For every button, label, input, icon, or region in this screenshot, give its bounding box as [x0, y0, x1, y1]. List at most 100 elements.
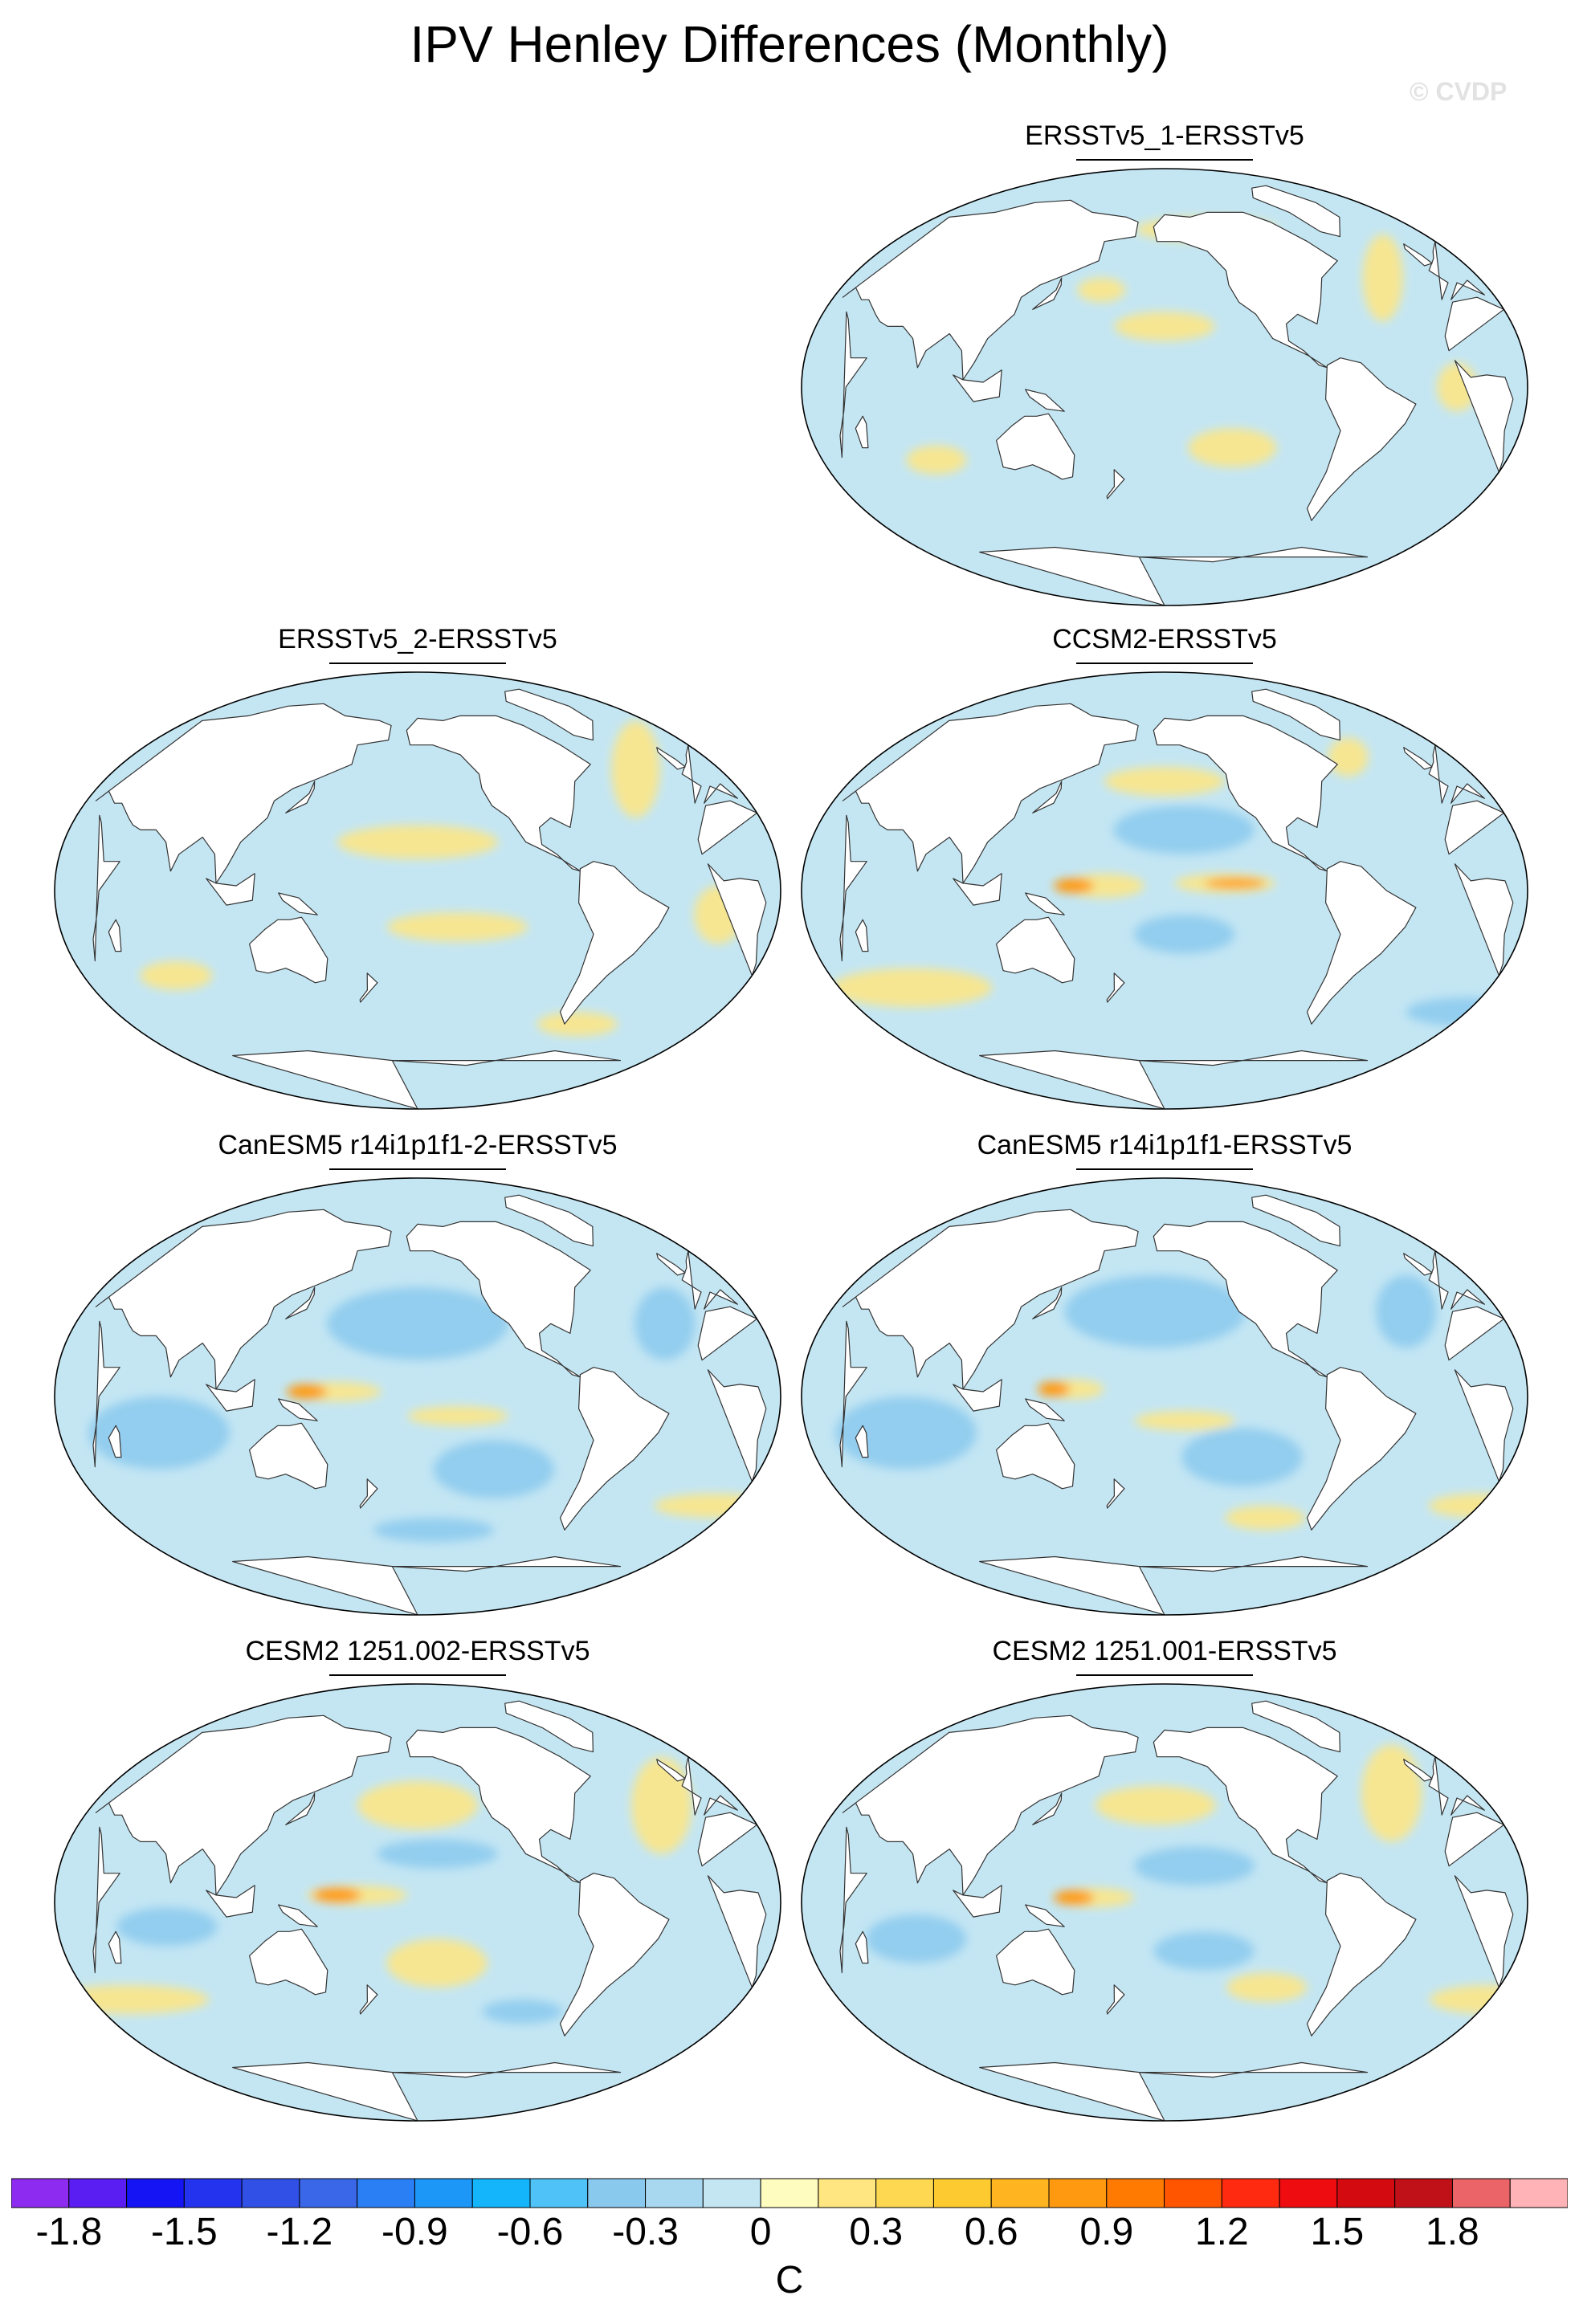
- landmass-madagascar: [855, 1425, 869, 1458]
- landmass-antarctica: [232, 1050, 622, 1109]
- landmass-britain: [1403, 243, 1433, 267]
- landmass-new-guinea: [1025, 1904, 1065, 1927]
- colorbar-tick-label: -1.2: [266, 2211, 333, 2253]
- landmass-britain: [656, 747, 686, 770]
- landmass-new-guinea: [1025, 892, 1065, 915]
- landmass-japan: [1032, 1792, 1063, 1825]
- panel-title-underline: [1076, 1168, 1253, 1170]
- map-panel-canesm5-1: CanESM5 r14i1p1f1-ERSSTv5: [795, 1128, 1534, 1616]
- landmass-new-zealand: [359, 972, 378, 1003]
- landmass-south-america: [559, 861, 670, 1025]
- colorbar-box: [68, 2178, 128, 2208]
- panel-title: ERSSTv5_1-ERSSTv5: [1025, 120, 1304, 151]
- map-panel-ersstv5-1: ERSSTv5_1-ERSSTv5: [795, 119, 1534, 606]
- anomaly-neg: [1133, 1846, 1255, 1886]
- colorbar-box: [1394, 2178, 1453, 2208]
- anomaly-pos: [140, 960, 213, 990]
- panel-title-underline: [1076, 663, 1253, 664]
- landmass-madagascar: [855, 1931, 869, 1964]
- anomaly-pos: [1225, 1506, 1306, 1531]
- anomaly-neg: [433, 1440, 554, 1498]
- landmass-new-zealand: [1106, 972, 1125, 1003]
- anomaly-pos: [611, 720, 660, 818]
- anomaly-neg: [1376, 1274, 1437, 1348]
- landmass-antarctica: [979, 1050, 1369, 1109]
- landmass-antarctica: [232, 1555, 622, 1615]
- landmass-greenland: [504, 688, 594, 741]
- colorbar-box: [1451, 2178, 1511, 2208]
- anomaly-strong: [1053, 878, 1095, 894]
- globe-border: [54, 671, 781, 1110]
- landmass-north-america: [406, 1727, 591, 1884]
- landmass-japan: [285, 1286, 316, 1319]
- colorbar-tick-label: 0.6: [964, 2211, 1018, 2253]
- globe-border: [801, 1177, 1528, 1616]
- anomaly-neg: [88, 1396, 230, 1470]
- colorbar-tick-label: -0.3: [612, 2211, 679, 2253]
- landmass-south-america: [1306, 861, 1417, 1025]
- anomaly-neg: [1181, 1428, 1303, 1486]
- map-panel-cesm2-002: CESM2 1251.002-ERSSTv5: [48, 1634, 787, 2122]
- panel-title-underline: [329, 1674, 506, 1676]
- anomaly-neg: [116, 1907, 218, 1947]
- landmass-antarctica: [979, 2061, 1369, 2121]
- anomaly-neg: [835, 1396, 977, 1470]
- panel-title: CESM2 1251.001-ERSSTv5: [992, 1636, 1337, 1666]
- landmass-borneo-sumatra: [953, 369, 1002, 402]
- colorbar-tick-label: 0.9: [1079, 2211, 1134, 2253]
- anomaly-neg: [1064, 1274, 1246, 1348]
- colorbar: [11, 2178, 1568, 2208]
- colorbar-unit-label: C: [775, 2259, 804, 2302]
- colorbar-box: [126, 2178, 185, 2208]
- landmass-greenland: [1251, 1700, 1340, 1753]
- anomaly-neg: [377, 1839, 498, 1869]
- landmass-australia: [996, 916, 1075, 984]
- landmass-south-america: [1306, 357, 1417, 521]
- anomaly-pos: [1114, 312, 1215, 341]
- landmass-japan: [1032, 781, 1063, 813]
- landmass-south-america: [559, 1873, 670, 2037]
- landmass-antarctica: [232, 2061, 622, 2121]
- landmass-south-america: [1306, 1873, 1417, 2037]
- landmass-madagascar: [108, 1425, 122, 1458]
- landmass-australia: [996, 1928, 1075, 1996]
- globe-border: [801, 1683, 1528, 2122]
- anomaly-pos: [1361, 1744, 1422, 1842]
- anomaly-pos: [386, 912, 528, 942]
- landmass-madagascar: [855, 415, 869, 449]
- colorbar-box: [932, 2178, 992, 2208]
- map-globe: [801, 1683, 1528, 2122]
- colorbar-tick-label: 1.2: [1194, 2211, 1249, 2253]
- panel-title-underline: [1076, 1674, 1253, 1676]
- anomaly-pos: [906, 445, 967, 475]
- anomaly-pos: [386, 1939, 488, 1988]
- anomaly-pos: [830, 968, 993, 1008]
- anomaly-pos: [407, 1406, 508, 1426]
- landmass-new-guinea: [278, 892, 318, 915]
- landmass-japan: [1032, 277, 1063, 310]
- landmass-australia: [996, 413, 1075, 480]
- globe-border: [801, 671, 1528, 1110]
- colorbar-tick-label: -0.6: [496, 2211, 564, 2253]
- colorbar-box: [1106, 2178, 1165, 2208]
- colorbar-box: [1509, 2178, 1568, 2208]
- landmass-north-america: [1153, 1221, 1338, 1378]
- colorbar-box: [1279, 2178, 1338, 2208]
- landmass-new-zealand: [1106, 1984, 1125, 2015]
- anomaly-strong: [1205, 878, 1266, 888]
- colorbar-box: [702, 2178, 761, 2208]
- page-title: IPV Henley Differences (Monthly): [410, 15, 1169, 73]
- panel-title-underline: [329, 663, 506, 664]
- colorbar-box: [1048, 2178, 1108, 2208]
- landmass-eurasia: [842, 1209, 1485, 1390]
- landmass-new-zealand: [1106, 469, 1125, 499]
- landmass-new-zealand: [1106, 1478, 1125, 1509]
- globe-border: [54, 1683, 781, 2122]
- anomaly-neg: [482, 1999, 563, 2024]
- landmass-new-zealand: [359, 1984, 378, 2015]
- globe-border: [801, 168, 1528, 606]
- landmass-north-america: [1153, 715, 1338, 872]
- map-panel-canesm5-2: CanESM5 r14i1p1f1-2-ERSSTv5: [48, 1128, 787, 1616]
- landmass-borneo-sumatra: [206, 873, 255, 906]
- anomaly-strong: [286, 1384, 327, 1400]
